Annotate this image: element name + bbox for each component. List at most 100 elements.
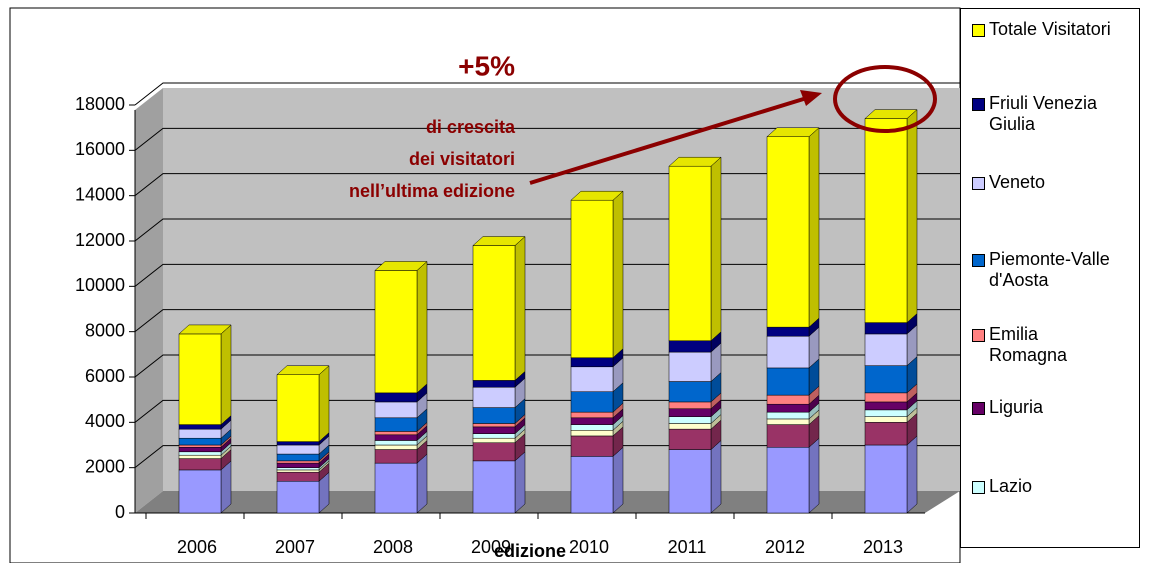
bar-top <box>178 324 232 335</box>
bar-segment <box>864 422 908 446</box>
bar-segment <box>668 381 712 403</box>
legend-swatch <box>972 254 985 267</box>
bar-top <box>570 190 624 201</box>
bar-segment <box>766 136 810 328</box>
y-tick-label: 0 <box>115 502 125 522</box>
x-tick-label: 2010 <box>569 537 609 557</box>
bar-segment <box>472 407 516 424</box>
y-tick-label: 2000 <box>85 456 125 476</box>
bar-segment <box>472 460 516 514</box>
x-axis-label: edizione <box>494 541 566 561</box>
bar-segment <box>668 340 712 353</box>
bar-segment <box>374 417 418 432</box>
y-tick-label: 18000 <box>75 94 125 114</box>
bar-segment <box>374 462 418 514</box>
bar-segment <box>570 357 614 368</box>
bar-segment <box>276 453 320 462</box>
bar-side <box>612 446 624 514</box>
grid-line <box>134 82 960 106</box>
bar-segment <box>766 326 810 337</box>
bar-segment <box>472 433 516 439</box>
bar-segment <box>570 430 614 437</box>
bar-segment <box>178 437 222 446</box>
x-tick-label: 2009 <box>471 537 511 557</box>
legend: Totale Visitatori Friuli Venezia Giulia Ve… <box>960 8 1140 548</box>
x-tick-label: 2007 <box>275 537 315 557</box>
x-tick-label: 2013 <box>863 537 903 557</box>
bar-segment <box>276 441 320 446</box>
bar-segment <box>178 444 222 448</box>
bar-segment <box>472 423 516 428</box>
y-tick-label: 14000 <box>75 184 125 204</box>
bar-segment <box>864 118 908 323</box>
bar-side <box>318 365 330 443</box>
bar-side <box>612 190 624 359</box>
bar-side <box>808 127 820 328</box>
bar-top <box>276 365 330 375</box>
bar-side <box>416 453 428 514</box>
bar-segment <box>668 416 712 424</box>
bar-top <box>472 236 526 246</box>
annotation: dei visitatori <box>409 149 515 169</box>
bar-side <box>710 439 722 514</box>
bar-segment <box>864 322 908 335</box>
bar-segment <box>178 333 222 425</box>
bar-top <box>374 261 428 271</box>
bar-segment <box>276 469 320 473</box>
legend-entry: Liguria <box>969 397 1114 418</box>
bar-segment <box>374 434 418 441</box>
arrowhead <box>800 90 822 106</box>
arrow <box>529 95 811 185</box>
bar-segment <box>864 409 908 417</box>
bar-segment <box>668 428 712 450</box>
bar-segment <box>276 481 320 514</box>
bar-side <box>808 437 820 514</box>
bar-segment <box>766 367 810 396</box>
bar-side <box>514 451 526 514</box>
legend-entry: Friuli Venezia Giulia <box>969 93 1114 135</box>
legend-swatch <box>972 481 985 494</box>
bar-side <box>906 109 918 324</box>
annotation: nell’ultima edizione <box>349 181 515 201</box>
legend-swatch <box>972 24 985 37</box>
x-tick-label: 2008 <box>373 537 413 557</box>
legend-swatch <box>972 98 985 111</box>
x-tick-label: 2012 <box>765 537 805 557</box>
bar-segment <box>570 411 614 419</box>
y-tick-label: 8000 <box>85 320 125 340</box>
legend-entry: Veneto <box>969 172 1114 193</box>
bar-top <box>766 127 820 137</box>
bar-segment <box>570 199 614 358</box>
bar-segment <box>374 401 418 419</box>
bar-segment <box>864 392 908 403</box>
legend-label: Piemonte-Valle d'Aosta <box>989 249 1110 290</box>
grid-line <box>134 127 960 151</box>
bar-segment <box>276 444 320 455</box>
bar-segment <box>766 424 810 448</box>
bar-segment <box>374 444 418 450</box>
bar-segment <box>472 426 516 434</box>
bar-top <box>668 156 722 167</box>
bar-segment <box>766 447 810 514</box>
bar-segment <box>472 386 516 408</box>
bar-segment <box>668 423 712 430</box>
annotation: +5% <box>458 50 515 81</box>
bar-segment <box>668 165 712 341</box>
legend-label: Emilia Romagna <box>989 324 1068 365</box>
bar-segment <box>178 469 222 514</box>
bar-segment <box>570 366 614 392</box>
legend-label: Veneto <box>989 172 1046 192</box>
y-tick-label: 12000 <box>75 230 125 250</box>
bar-segment <box>178 447 222 453</box>
highlight-circle <box>833 65 937 133</box>
legend-label: Lazio <box>989 476 1033 496</box>
bar-segment <box>374 392 418 403</box>
floor <box>135 491 960 513</box>
bar-segment <box>766 403 810 413</box>
bar-segment <box>766 411 810 420</box>
bar-segment <box>668 401 712 409</box>
bar-top <box>864 109 918 119</box>
x-tick-label: 2011 <box>668 537 707 557</box>
